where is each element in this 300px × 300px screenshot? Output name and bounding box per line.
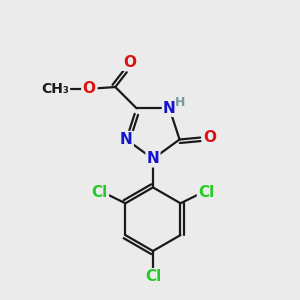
- Text: N: N: [147, 151, 159, 166]
- Text: H: H: [175, 96, 185, 110]
- Text: N: N: [120, 132, 133, 147]
- Text: O: O: [123, 55, 136, 70]
- Text: Cl: Cl: [145, 269, 161, 284]
- Text: Cl: Cl: [198, 185, 214, 200]
- Text: O: O: [82, 81, 95, 96]
- Text: O: O: [203, 130, 216, 145]
- Text: Cl: Cl: [92, 185, 108, 200]
- Text: CH₃: CH₃: [41, 82, 69, 95]
- Text: N: N: [163, 101, 176, 116]
